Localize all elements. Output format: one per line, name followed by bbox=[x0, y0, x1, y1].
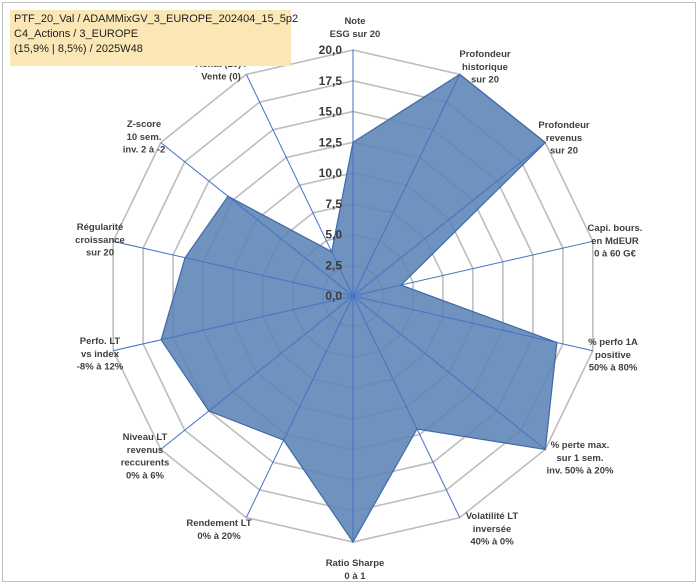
axis-spoke-13 bbox=[160, 142, 354, 297]
axis-spoke-5 bbox=[352, 295, 593, 352]
tick-label-3: 7,5 bbox=[325, 197, 342, 211]
axis-spoke-2 bbox=[352, 74, 461, 297]
radar-spokes bbox=[113, 50, 593, 542]
radar-tick-labels: 0,0 2,5 5,0 7,5 10,0 12,5 15,0 17,5 20,0 bbox=[319, 43, 343, 303]
axis-label-8: Ratio Sharpe 0 à 1 bbox=[326, 558, 385, 582]
axis-label-11: Perfo. LT vs index -8% à 12% bbox=[77, 336, 124, 373]
tick-label-1: 2,5 bbox=[325, 258, 342, 272]
axis-label-1: Note ESG sur 20 bbox=[330, 16, 381, 40]
tick-label-6: 15,0 bbox=[319, 105, 343, 119]
axis-label-9: Rendement LT 0% à 20% bbox=[186, 518, 251, 542]
axis-label-2: Profondeur historique sur 20 bbox=[459, 49, 510, 86]
title-line-1: PTF_20_Val / ADAMMixGV_3_EUROPE_202404_1… bbox=[14, 13, 299, 25]
axis-spoke-7 bbox=[352, 295, 461, 518]
tick-label-2: 5,0 bbox=[325, 228, 342, 242]
axis-label-6: % perte max. sur 1 sem. inv. 50% à 20% bbox=[547, 440, 614, 477]
tick-label-5: 12,5 bbox=[319, 135, 343, 149]
tick-label-0: 0,0 bbox=[325, 289, 342, 303]
axis-spoke-4 bbox=[352, 240, 593, 297]
radar-axis-labels: Note ESG sur 20 Profondeur historique sur 20… bbox=[75, 16, 642, 582]
radar-chart: 0,0 2,5 5,0 7,5 10,0 12,5 15,0 17,5 20,0 Note ESG… bbox=[75, 16, 642, 582]
axis-label-13: Z-score 10 sem. inv. 2 à -2 bbox=[123, 119, 166, 156]
axis-spoke-11 bbox=[113, 295, 354, 352]
axis-label-3: Profondeur revenus sur 20 bbox=[538, 120, 589, 157]
axis-label-4: Capi. bours. en MdEUR 0 à 60 G€ bbox=[588, 223, 643, 260]
axis-spoke-14 bbox=[245, 74, 354, 297]
axis-label-5: % perfo 1A positive 50% à 80% bbox=[588, 337, 638, 374]
axis-spoke-9 bbox=[245, 295, 354, 518]
chart-title-box: PTF_20_Val / ADAMMixGV_3_EUROPE_202404_1… bbox=[10, 10, 299, 66]
title-line-3: (15,9% | 8,5%) / 2025W48 bbox=[14, 43, 143, 55]
axis-label-7: Volatilité LT inversée 40% à 0% bbox=[466, 511, 519, 548]
tick-label-7: 17,5 bbox=[319, 74, 343, 88]
axis-label-10: Niveau LT revenus reccurents 0% à 6% bbox=[121, 432, 170, 481]
axis-spoke-3 bbox=[352, 142, 546, 297]
axis-label-12: Régularité croissance sur 20 bbox=[75, 222, 125, 259]
axis-spoke-6 bbox=[352, 295, 546, 450]
title-line-2: C4_Actions / 3_EUROPE bbox=[14, 28, 139, 40]
axis-spoke-10 bbox=[160, 295, 354, 450]
tick-label-8: 20,0 bbox=[319, 43, 343, 57]
axis-spoke-12 bbox=[113, 240, 354, 297]
tick-label-4: 10,0 bbox=[319, 166, 343, 180]
